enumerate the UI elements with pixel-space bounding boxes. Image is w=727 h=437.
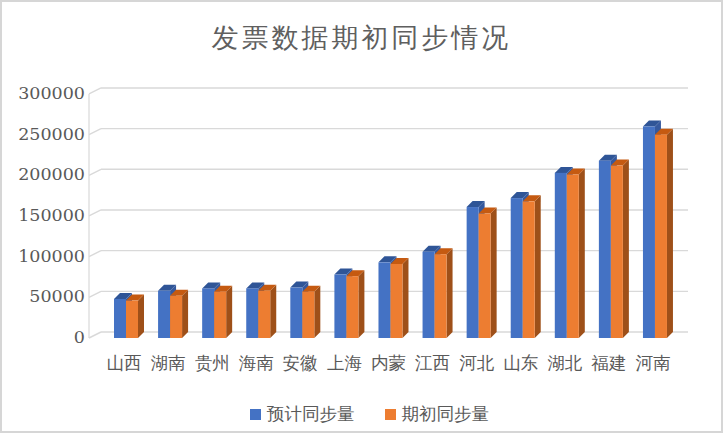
bar-front-face: [643, 127, 655, 338]
category-label: 内蒙: [371, 353, 406, 373]
bar-side-face: [182, 290, 188, 338]
bar-期初同步量-江西[interactable]: [435, 248, 453, 338]
bar-期初同步量-安徽[interactable]: [302, 286, 320, 338]
bar-front-face: [423, 252, 435, 338]
y-axis-tick-label: 0: [74, 327, 85, 347]
bar-side-face: [138, 295, 144, 338]
legend-item-initial-sync[interactable]: 期初同步量: [385, 402, 490, 426]
bar-side-face: [226, 286, 232, 338]
bar-front-face: [214, 292, 226, 338]
bar-front-face: [346, 276, 358, 338]
y-axis-tick-label: 250000: [18, 124, 85, 144]
bar-期初同步量-上海[interactable]: [346, 270, 364, 338]
bar-front-face: [126, 301, 138, 338]
axis-tick: [89, 291, 101, 297]
legend-item-expected-sync[interactable]: 预计同步量: [250, 402, 355, 426]
bar-期初同步量-河北[interactable]: [479, 208, 497, 338]
bar-side-face: [623, 160, 629, 338]
axis-tick: [89, 169, 101, 175]
bar-期初同步量-福建[interactable]: [611, 160, 629, 338]
bar-side-face: [270, 285, 276, 338]
bar-front-face: [479, 214, 491, 338]
bar-front-face: [202, 288, 214, 338]
bar-期初同步量-内蒙[interactable]: [390, 258, 408, 338]
category-label: 河北: [459, 353, 495, 373]
legend-marker-blue-icon: [250, 409, 261, 420]
category-label: 湖南: [151, 353, 186, 373]
y-axis-tick-label: 100000: [18, 246, 85, 266]
category-label: 湖北: [547, 353, 583, 373]
bar-front-face: [114, 299, 126, 338]
axis-tick: [89, 251, 101, 257]
bar-front-face: [158, 291, 170, 338]
legend-marker-orange-icon: [385, 409, 396, 420]
bar-side-face: [535, 195, 541, 338]
bar-front-face: [435, 254, 447, 338]
bar-side-face: [491, 208, 497, 338]
y-axis-tick-label: 300000: [18, 83, 85, 103]
axis-tick: [89, 88, 101, 94]
bar-front-face: [555, 173, 567, 338]
category-label: 江西: [415, 353, 450, 373]
bar-期初同步量-山东[interactable]: [523, 195, 541, 338]
bar-期初同步量-山西[interactable]: [126, 295, 144, 338]
category-label: 山东: [503, 353, 538, 373]
y-axis-tick-label: 50000: [29, 286, 85, 306]
category-label: 福建: [590, 353, 626, 373]
bar-side-face: [667, 129, 673, 338]
bar-front-face: [302, 292, 314, 338]
bar-期初同步量-海南[interactable]: [258, 285, 276, 338]
bar-期初同步量-河南[interactable]: [655, 129, 673, 338]
bar-front-face: [567, 175, 579, 338]
bar-front-face: [390, 264, 402, 338]
bar-期初同步量-湖南[interactable]: [170, 290, 188, 338]
bar-front-face: [334, 275, 346, 338]
bar-front-face: [246, 288, 258, 338]
bar-front-face: [611, 166, 623, 338]
bar-期初同步量-贵州[interactable]: [214, 286, 232, 338]
bar-side-face: [314, 286, 320, 338]
bar-front-face: [599, 161, 611, 338]
chart-frame: 发票数据期初同步情况 05000010000015000020000025000…: [0, 0, 723, 433]
bar-side-face: [358, 270, 364, 338]
bar-side-face: [579, 169, 585, 338]
bar-期初同步量-湖北[interactable]: [567, 169, 585, 338]
category-label: 山西: [107, 353, 142, 373]
bar-front-face: [511, 198, 523, 338]
category-label: 河南: [635, 353, 670, 373]
axis-tick: [89, 129, 101, 135]
bar-front-face: [523, 201, 535, 338]
bar-front-face: [655, 135, 667, 338]
bar-front-face: [467, 207, 479, 338]
bar-front-face: [290, 288, 302, 338]
category-label: 海南: [239, 353, 274, 373]
legend-label: 期初同步量: [402, 402, 490, 426]
bar-side-face: [402, 258, 408, 338]
y-axis-tick-label: 150000: [18, 205, 85, 225]
legend: 预计同步量 期初同步量: [10, 402, 723, 426]
axis-tick: [89, 210, 101, 216]
bar-front-face: [378, 262, 390, 338]
category-label: 安徽: [283, 353, 318, 373]
bar-front-face: [170, 296, 182, 338]
category-label: 上海: [327, 353, 362, 373]
plot-area: 0 50000 100000 150000 200000 250000 300000 山西湖南…: [2, 2, 723, 433]
legend-label: 预计同步量: [267, 402, 355, 426]
bar-front-face: [258, 291, 270, 338]
y-axis-tick-label: 200000: [18, 164, 85, 184]
category-label: 贵州: [195, 353, 230, 373]
axis-tick: [89, 332, 101, 338]
bar-side-face: [447, 248, 453, 338]
